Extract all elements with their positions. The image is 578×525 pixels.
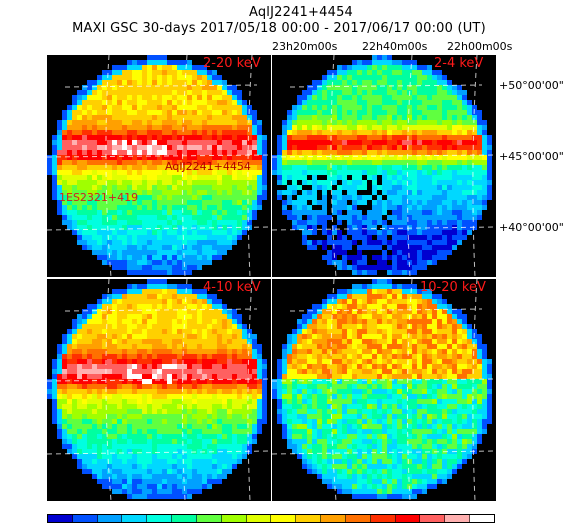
colorbar-swatch <box>122 515 148 522</box>
coordinate-grid-line <box>105 279 112 501</box>
coordinate-grid-line <box>272 450 496 455</box>
colorbar-swatch <box>296 515 322 522</box>
coordinate-grid-line <box>406 55 413 277</box>
coordinate-grid-line <box>47 378 271 382</box>
ra-label-1: 23h20m00s <box>272 40 338 53</box>
panel-4-10kev: 4-10 keV <box>47 279 271 501</box>
coordinate-grid-line <box>247 55 253 277</box>
colorbar-swatch <box>345 515 371 522</box>
coordinate-grid-line <box>330 55 337 277</box>
coordinate-grid-line <box>181 279 188 501</box>
coordinate-grid-line <box>181 55 188 277</box>
panel-10-20kev: 10-20 keV <box>272 279 496 501</box>
source-title: AqlJ2241+4454 <box>248 5 354 20</box>
color-scale-bar <box>47 514 495 523</box>
colorbar-swatch <box>221 515 247 522</box>
colorbar-swatch <box>196 515 222 522</box>
panel-2-4kev: 2-4 keV <box>272 55 496 277</box>
band-label-10-20kev: 10-20 keV <box>420 280 486 295</box>
colorbar-swatch <box>470 515 494 522</box>
colorbar-swatch <box>321 515 346 522</box>
band-label-4-10kev: 4-10 keV <box>203 280 261 295</box>
observation-title: MAXI GSC 30-days 2017/05/18 00:00 - 2017… <box>72 21 486 36</box>
ra-label-2: 22h40m00s <box>362 40 428 53</box>
ra-label-3: 22h00m00s <box>447 40 513 53</box>
sky-map-image <box>272 55 496 277</box>
coordinate-grid-line <box>47 154 271 158</box>
sky-map-image <box>47 279 271 501</box>
dec-label-3: +40°00'00" <box>499 221 564 234</box>
colorbar-swatch <box>395 515 421 522</box>
dec-label-2: +45°00'00" <box>499 150 564 163</box>
target-source-label: AqlJ2241+4454 <box>165 160 251 173</box>
colorbar-swatch <box>172 515 197 522</box>
colorbar-swatch <box>72 515 98 522</box>
coordinate-grid-line <box>472 55 478 277</box>
band-label-2-20kev: 2-20 keV <box>203 56 261 71</box>
other-source-label: 1ES2321+419 <box>59 191 139 204</box>
coordinate-grid-line <box>105 55 112 277</box>
dec-label-1: +50°00'00" <box>499 79 564 92</box>
colorbar-swatch <box>445 515 471 522</box>
colorbar-swatch <box>271 515 297 522</box>
colorbar-swatch <box>48 515 73 522</box>
coordinate-grid-line <box>47 226 271 231</box>
sky-map-image <box>272 279 496 501</box>
coordinate-grid-line <box>272 226 496 231</box>
colorbar-swatch <box>147 515 173 522</box>
colorbar-swatch <box>246 515 272 522</box>
coordinate-grid-line <box>406 279 413 501</box>
coordinate-grid-line <box>330 279 337 501</box>
sky-map-image <box>47 55 271 277</box>
panel-2-20kev: 2-20 keV AqlJ2241+4454 1ES2321+419 <box>47 55 271 277</box>
colorbar-swatch <box>420 515 446 522</box>
coordinate-grid-line <box>272 378 496 382</box>
coordinate-grid-line <box>272 154 496 158</box>
coordinate-grid-line <box>247 279 253 501</box>
colorbar-swatch <box>97 515 123 522</box>
band-label-2-4kev: 2-4 keV <box>434 56 484 71</box>
coordinate-grid-line <box>472 279 478 501</box>
coordinate-grid-line <box>47 450 271 455</box>
colorbar-swatch <box>370 515 396 522</box>
